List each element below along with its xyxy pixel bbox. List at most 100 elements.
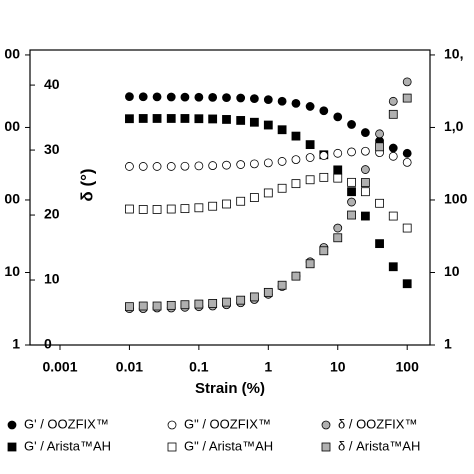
- marker-circle: [152, 162, 162, 171]
- marker-circle: [152, 92, 162, 102]
- marker-circle: [333, 148, 343, 158]
- legend-label: G" / Arista™AH: [184, 438, 273, 453]
- marker-circle: [236, 93, 246, 103]
- marker-square: [208, 201, 218, 211]
- marker-square: [194, 203, 204, 213]
- marker-square: [305, 259, 315, 269]
- y2-tick-label: 100: [444, 191, 468, 207]
- marker-circle: [263, 95, 273, 105]
- marker-square: [152, 114, 162, 123]
- marker-square: [388, 262, 398, 272]
- marker-circle: [305, 153, 315, 162]
- marker-square: [333, 173, 343, 183]
- marker-square: [180, 114, 190, 123]
- marker-circle: [194, 92, 204, 102]
- marker-circle: [180, 161, 190, 171]
- marker-circle: [194, 161, 204, 171]
- marker-square: [125, 204, 134, 214]
- plot-frame: [29, 49, 431, 346]
- marker-square: [208, 114, 218, 124]
- marker-square: [347, 210, 356, 220]
- marker-square: [194, 299, 204, 309]
- x-tick-label: 0.1: [189, 359, 209, 375]
- marker-circle: [291, 98, 301, 108]
- y-tick-label: 00: [4, 118, 20, 134]
- marker-square: [305, 175, 315, 185]
- marker-square: [180, 204, 190, 214]
- legend-marker: [167, 442, 177, 452]
- marker-square: [375, 142, 384, 152]
- marker-circle: [333, 223, 343, 233]
- marker-square: [222, 115, 231, 124]
- delta-tick-label: 30: [44, 141, 60, 157]
- marker-square: [138, 205, 148, 214]
- marker-square: [222, 297, 231, 307]
- legend-marker: [7, 420, 17, 430]
- y2-tick-label: 1: [444, 336, 452, 352]
- legend-marker: [321, 442, 331, 452]
- y-tick-label: 1: [12, 336, 20, 352]
- marker-square: [360, 187, 370, 197]
- marker-circle: [305, 102, 315, 111]
- marker-square: [249, 292, 259, 302]
- marker-square: [249, 117, 259, 127]
- x-tick-label: 0.001: [42, 359, 77, 375]
- marker-square: [305, 140, 315, 150]
- marker-square: [208, 299, 218, 308]
- marker-circle: [388, 143, 398, 153]
- legend-marker: [167, 420, 177, 430]
- marker-square: [402, 223, 412, 233]
- marker-square: [291, 179, 301, 189]
- marker-circle: [277, 96, 287, 106]
- marker-circle: [291, 155, 301, 165]
- marker-square: [333, 233, 343, 243]
- marker-circle: [319, 151, 329, 160]
- marker-circle: [277, 157, 287, 166]
- marker-square: [249, 193, 259, 202]
- marker-square: [152, 205, 162, 214]
- x-axis-label: Strain (%): [195, 380, 265, 397]
- x-tick-label: 0.01: [116, 359, 143, 375]
- marker-circle: [222, 93, 231, 103]
- marker-square: [388, 109, 398, 119]
- marker-square: [152, 301, 162, 311]
- x-tick-label: 100: [396, 359, 420, 375]
- marker-circle: [347, 120, 356, 129]
- marker-square: [138, 114, 148, 123]
- legend-marker: [7, 442, 17, 452]
- x-tick-label: 10: [330, 359, 346, 375]
- marker-circle: [180, 92, 190, 102]
- marker-square: [125, 302, 134, 312]
- marker-circle: [388, 151, 398, 161]
- marker-circle: [249, 159, 259, 169]
- marker-square: [236, 116, 246, 125]
- marker-square: [263, 120, 273, 130]
- marker-circle: [360, 146, 370, 156]
- marker-circle: [249, 94, 259, 104]
- marker-square: [138, 301, 148, 311]
- legend-label: G' / Arista™AH: [24, 438, 111, 453]
- marker-square: [375, 198, 384, 208]
- marker-circle: [236, 160, 246, 169]
- marker-square: [402, 279, 412, 289]
- marker-circle: [166, 162, 176, 171]
- legend-label: δ / OOZFIX™: [338, 416, 417, 431]
- marker-square: [236, 196, 246, 206]
- marker-square: [375, 239, 384, 249]
- delta-tick-label: 40: [44, 76, 60, 92]
- marker-circle: [138, 92, 148, 102]
- marker-square: [277, 183, 287, 193]
- marker-square: [222, 199, 231, 209]
- marker-circle: [388, 96, 398, 106]
- delta-axis-label: δ (°): [77, 168, 96, 201]
- y-tick-label: 10: [4, 263, 20, 279]
- marker-square: [166, 300, 176, 310]
- marker-square: [277, 125, 287, 135]
- marker-square: [180, 300, 190, 310]
- marker-square: [360, 211, 370, 221]
- marker-square: [402, 93, 412, 103]
- marker-circle: [360, 165, 370, 174]
- marker-square: [291, 131, 301, 141]
- legend-label: δ / Arista™AH: [338, 438, 420, 453]
- marker-square: [291, 271, 301, 281]
